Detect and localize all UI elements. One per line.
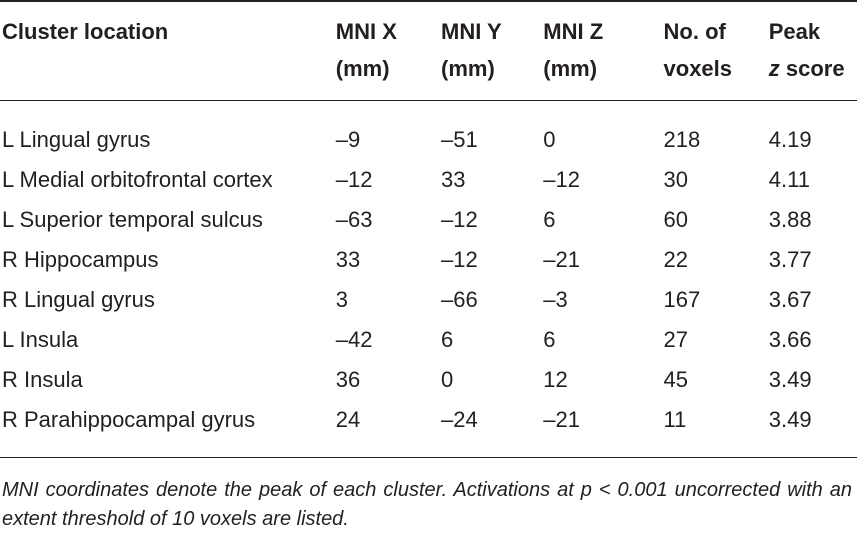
table-row: R Insula 36 0 12 45 3.49 bbox=[0, 360, 857, 400]
header-mni-z-line2: (mm) bbox=[543, 56, 598, 81]
header-peak-z-line2: z score bbox=[769, 50, 857, 87]
cell-mni-z: 6 bbox=[543, 207, 556, 232]
cell-voxels: 60 bbox=[663, 207, 688, 232]
cell-mni-x: –63 bbox=[335, 207, 373, 232]
cell-mni-z: –12 bbox=[543, 167, 580, 192]
table-row: L Lingual gyrus –9 –51 0 218 4.19 bbox=[0, 100, 857, 160]
cell-mni-y: –12 bbox=[441, 207, 478, 232]
cell-voxels: 30 bbox=[663, 167, 688, 192]
cell-mni-z: 6 bbox=[543, 327, 556, 352]
cell-voxels: 11 bbox=[663, 407, 687, 432]
cell-cluster-location: R Parahippocampal gyrus bbox=[2, 407, 256, 432]
cell-cluster-location: R Insula bbox=[2, 367, 83, 392]
cluster-table: Cluster location MNI X (mm) MNI Y (mm) M… bbox=[0, 0, 857, 440]
header-row: Cluster location MNI X (mm) MNI Y (mm) M… bbox=[0, 0, 857, 100]
header-mni-x: MNI X (mm) bbox=[336, 0, 441, 100]
cell-mni-x: –12 bbox=[335, 167, 373, 192]
header-cluster-location-label: Cluster location bbox=[2, 19, 169, 44]
cell-voxels: 45 bbox=[663, 367, 688, 392]
table-body: L Lingual gyrus –9 –51 0 218 4.19 L Medial orb… bbox=[0, 100, 857, 440]
cell-cluster-location: L Medial orbitofrontal cortex bbox=[2, 167, 273, 192]
cell-mni-z: 0 bbox=[543, 127, 556, 152]
header-z-symbol: z bbox=[768, 56, 780, 81]
cell-peak-z: 3.66 bbox=[768, 327, 812, 352]
cell-voxels: 167 bbox=[663, 287, 701, 312]
header-cluster-location: Cluster location bbox=[0, 0, 336, 100]
cell-mni-x: 33 bbox=[335, 247, 361, 272]
header-mni-x-line1: MNI X bbox=[335, 19, 397, 44]
cell-peak-z: 3.88 bbox=[768, 207, 812, 232]
header-voxels-line2: voxels bbox=[663, 56, 733, 81]
table-row: R Hippocampus 33 –12 –21 22 3.77 bbox=[0, 240, 857, 280]
cell-cluster-location: R Lingual gyrus bbox=[2, 287, 155, 312]
cell-mni-y: –12 bbox=[441, 247, 478, 272]
header-mni-y-line2: (mm) bbox=[441, 56, 495, 81]
header-peak-z-line1: Peak bbox=[768, 19, 821, 44]
cell-voxels: 218 bbox=[663, 127, 701, 152]
table-bottom-rule bbox=[0, 457, 857, 458]
cell-mni-x: –42 bbox=[335, 327, 373, 352]
table-footnote: MNI coordinates denote the peak of each … bbox=[2, 479, 852, 530]
cell-cluster-location: L Lingual gyrus bbox=[2, 127, 151, 152]
table-header: Cluster location MNI X (mm) MNI Y (mm) M… bbox=[0, 0, 857, 100]
header-voxels: No. of voxels bbox=[664, 0, 769, 100]
table-top-rule bbox=[0, 0, 857, 2]
cell-mni-z: –21 bbox=[543, 407, 580, 432]
table-row: R Lingual gyrus 3 –66 –3 167 3.67 bbox=[0, 280, 857, 320]
cell-mni-z: –21 bbox=[543, 247, 580, 272]
cell-voxels: 27 bbox=[663, 327, 688, 352]
cell-mni-y: –66 bbox=[441, 287, 478, 312]
cell-peak-z: 3.67 bbox=[768, 287, 812, 312]
table-row: L Medial orbitofrontal cortex –12 33 –12 30 4… bbox=[0, 160, 857, 200]
cell-mni-x: –9 bbox=[335, 127, 361, 152]
cell-peak-z: 4.19 bbox=[768, 127, 812, 152]
cell-peak-z: 4.11 bbox=[768, 167, 810, 192]
cell-mni-y: 0 bbox=[441, 367, 454, 392]
header-mni-z-line1: MNI Z bbox=[543, 19, 604, 44]
cell-cluster-location: L Insula bbox=[2, 327, 79, 352]
header-voxels-line1: No. of bbox=[663, 19, 726, 44]
cell-peak-z: 3.49 bbox=[768, 407, 812, 432]
cell-voxels: 22 bbox=[663, 247, 688, 272]
cell-cluster-location: R Hippocampus bbox=[2, 247, 159, 272]
cell-mni-x: 36 bbox=[335, 367, 361, 392]
cell-peak-z: 3.77 bbox=[768, 247, 812, 272]
cell-mni-z: 12 bbox=[543, 367, 568, 392]
cell-cluster-location: L Superior temporal sulcus bbox=[2, 207, 263, 232]
cell-peak-z: 3.49 bbox=[768, 367, 812, 392]
cell-mni-x: 24 bbox=[335, 407, 361, 432]
table-row: L Superior temporal sulcus –63 –12 6 60 3.88 bbox=[0, 200, 857, 240]
cell-mni-y: –51 bbox=[441, 127, 478, 152]
table-row: R Parahippocampal gyrus 24 –24 –21 11 3.49 bbox=[0, 400, 857, 440]
header-mni-y-line1: MNI Y bbox=[441, 19, 502, 44]
header-mni-z: MNI Z (mm) bbox=[543, 0, 663, 100]
cell-mni-y: –24 bbox=[441, 407, 478, 432]
cell-mni-z: –3 bbox=[543, 287, 568, 312]
header-mni-y: MNI Y (mm) bbox=[441, 0, 543, 100]
table-header-rule bbox=[0, 100, 857, 101]
cell-mni-x: 3 bbox=[335, 287, 349, 312]
header-peak-z: Peak z score bbox=[769, 0, 857, 100]
header-mni-x-line2: (mm) bbox=[335, 56, 390, 81]
cell-mni-y: 33 bbox=[441, 167, 466, 192]
table-row: L Insula –42 6 6 27 3.66 bbox=[0, 320, 857, 360]
header-score-word: score bbox=[779, 56, 845, 81]
cell-mni-y: 6 bbox=[441, 327, 454, 352]
